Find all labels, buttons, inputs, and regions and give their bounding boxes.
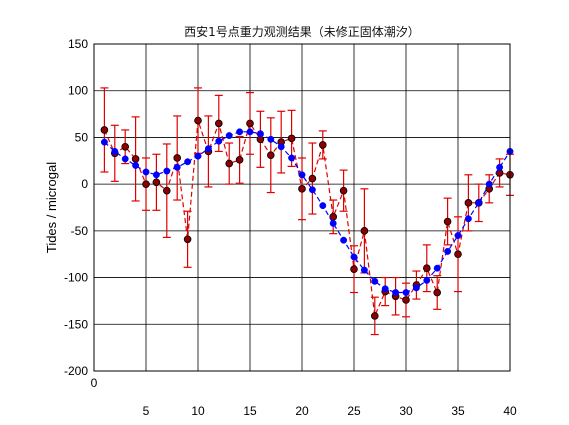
observed-point xyxy=(360,227,369,235)
observed-point xyxy=(287,134,296,143)
observed-point xyxy=(308,174,317,183)
model-point xyxy=(121,155,129,163)
model-point xyxy=(277,143,285,151)
model-point xyxy=(444,247,452,255)
model-point xyxy=(454,232,462,239)
observed-series xyxy=(100,87,514,336)
y-tick-label: 150 xyxy=(68,37,88,51)
model-point xyxy=(329,219,337,227)
observed-point xyxy=(246,119,254,128)
model-point xyxy=(246,128,254,136)
observed-point xyxy=(235,156,244,164)
x-tick-label: 10 xyxy=(191,404,205,418)
observed-point xyxy=(215,119,223,128)
model-point xyxy=(215,137,223,145)
y-tick-label: 50 xyxy=(75,130,89,144)
model-point xyxy=(288,154,296,162)
observed-point xyxy=(100,126,109,134)
model-point xyxy=(142,168,150,176)
y-tick-label: -50 xyxy=(71,224,89,238)
model-point xyxy=(402,289,410,296)
observed-point xyxy=(194,116,202,125)
model-point xyxy=(204,145,212,153)
observed-point xyxy=(464,199,473,207)
x-tick-label: 0 xyxy=(91,376,98,390)
x-tick-label: 25 xyxy=(347,404,361,418)
observed-point xyxy=(443,217,452,226)
model-point xyxy=(381,285,389,293)
model-point xyxy=(152,171,160,179)
x-tick-labels: 5 10 15 20 25 30 35 40 0 xyxy=(91,376,517,418)
observed-point xyxy=(422,264,431,273)
model-point xyxy=(194,152,202,160)
model-point xyxy=(184,158,192,166)
x-tick-label: 15 xyxy=(243,404,257,418)
observed-point xyxy=(454,250,462,259)
x-tick-label: 40 xyxy=(503,404,517,418)
model-point xyxy=(340,236,348,244)
observed-point xyxy=(339,186,348,195)
x-tick-label: 20 xyxy=(295,404,309,418)
observed-point xyxy=(350,265,358,273)
model-point xyxy=(392,289,400,296)
plot-frame xyxy=(93,43,511,372)
model-point xyxy=(496,163,504,171)
model-point xyxy=(225,132,233,140)
observed-point xyxy=(121,142,129,151)
x-tick-label: 35 xyxy=(451,404,465,418)
model-point xyxy=(475,199,483,207)
model-series xyxy=(100,128,514,296)
model-point xyxy=(298,171,306,179)
model-point xyxy=(100,138,108,146)
model-point xyxy=(163,167,171,175)
observed-point xyxy=(370,312,379,320)
observed-point xyxy=(298,185,306,193)
model-point xyxy=(464,215,472,223)
model-point xyxy=(267,135,275,143)
model-point xyxy=(485,180,493,188)
observed-point xyxy=(152,178,161,187)
y-axis-title: Tides / microgal xyxy=(44,162,59,253)
model-point xyxy=(423,276,431,284)
model-point xyxy=(308,186,316,194)
model-line xyxy=(103,131,511,294)
observed-point xyxy=(266,151,275,159)
model-point xyxy=(111,147,119,155)
observed-point xyxy=(131,155,140,163)
observed-point xyxy=(433,288,442,297)
model-point xyxy=(371,277,379,285)
x-tick-label: 30 xyxy=(399,404,413,418)
chart-title: 西安1号点重力观测结果（未修正固体潮汐） xyxy=(184,24,420,39)
observed-point xyxy=(163,186,171,195)
observed-point xyxy=(173,154,182,162)
observed-point xyxy=(402,296,410,304)
model-point xyxy=(350,253,358,261)
model-point xyxy=(256,130,264,138)
model-point xyxy=(132,162,140,169)
observed-line xyxy=(103,120,511,319)
model-point xyxy=(236,128,244,136)
observed-point xyxy=(142,180,150,188)
y-tick-label: -100 xyxy=(64,271,88,285)
y-tick-labels: -200 -150 -100 -50 0 50 100 150 xyxy=(64,37,88,378)
y-tick-label: 0 xyxy=(81,177,88,191)
observed-point xyxy=(225,159,234,168)
model-point xyxy=(173,163,181,171)
model-point xyxy=(412,284,420,292)
model-point xyxy=(433,264,441,272)
y-tick-label: -200 xyxy=(64,364,88,378)
observed-point xyxy=(318,141,327,149)
model-point xyxy=(319,202,327,210)
model-point xyxy=(360,266,368,274)
y-tick-label: 100 xyxy=(68,84,88,98)
y-tick-label: -150 xyxy=(64,317,88,331)
x-tick-label: 5 xyxy=(143,404,150,418)
observed-point xyxy=(183,235,192,244)
